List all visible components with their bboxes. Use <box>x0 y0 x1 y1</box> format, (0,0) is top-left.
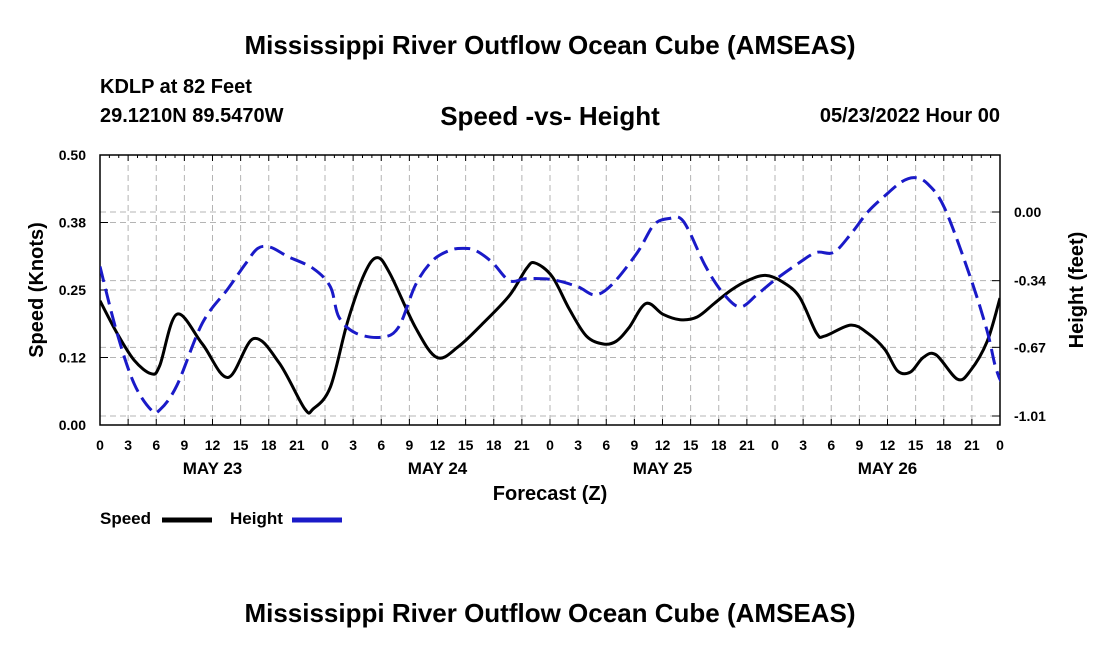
station-coordinates: 29.1210N 89.5470W <box>100 105 284 127</box>
x-tick-label: 0 <box>96 437 104 453</box>
x-tick-label: 6 <box>602 437 610 453</box>
speed-series-line <box>100 256 1000 415</box>
x-tick-label: 18 <box>936 437 952 453</box>
x-tick-label: 6 <box>377 437 385 453</box>
y-left-tick-label: 0.12 <box>59 350 86 366</box>
x-tick-label: 15 <box>908 437 924 453</box>
y-right-tick-label: -0.67 <box>1014 339 1046 355</box>
legend-height-label: Height <box>230 509 283 528</box>
chart-main-title: Mississippi River Outflow Ocean Cube (AM… <box>244 30 856 60</box>
x-tick-label: 0 <box>546 437 554 453</box>
x-tick-label: 12 <box>880 437 896 453</box>
y-right-tick-label: 0.00 <box>1014 204 1041 220</box>
x-tick-label: 0 <box>771 437 779 453</box>
grid <box>100 155 1000 425</box>
x-tick-label: 9 <box>405 437 413 453</box>
y-axis-right-label: Height (feet) <box>1066 232 1088 349</box>
date-label: MAY 24 <box>408 459 468 478</box>
x-tick-label: 0 <box>321 437 329 453</box>
y-right-tick-label: -0.34 <box>1014 273 1046 289</box>
x-tick-label: 3 <box>574 437 582 453</box>
date-label: MAY 26 <box>858 459 918 478</box>
x-tick-label: 15 <box>683 437 699 453</box>
second-chart-title: Mississippi River Outflow Ocean Cube (AM… <box>244 598 856 628</box>
y-left-tick-label: 0.00 <box>59 417 86 433</box>
x-tick-label: 18 <box>486 437 502 453</box>
x-tick-label: 12 <box>205 437 221 453</box>
x-tick-label: 21 <box>964 437 980 453</box>
station-label: KDLP at 82 Feet <box>100 76 252 98</box>
x-tick-label: 0 <box>996 437 1004 453</box>
legend-speed-label: Speed <box>100 509 152 528</box>
x-axis-label: Forecast (Z) <box>493 483 607 505</box>
x-tick-label: 12 <box>430 437 446 453</box>
plot-frame <box>99 154 1001 426</box>
x-tick-label: 15 <box>458 437 474 453</box>
x-tick-label: 21 <box>514 437 530 453</box>
date-label: MAY 25 <box>633 459 693 478</box>
y-left-tick-label: 0.25 <box>59 282 86 298</box>
speed-height-chart: 0 3 6 9 12 15 18 21 0 3 6 9 12 15 18 21 0 3 6 9 12 15 18 21 0 3 6 9… <box>26 147 1088 523</box>
y-left-tick-label: 0.50 <box>59 147 86 163</box>
x-tick-label: 18 <box>261 437 277 453</box>
x-tick-label: 9 <box>855 437 863 453</box>
x-tick-label: 6 <box>827 437 835 453</box>
x-tick-label: 9 <box>630 437 638 453</box>
y-right-tick-label: -1.01 <box>1014 408 1046 424</box>
forecast-datetime: 05/23/2022 Hour 00 <box>819 105 1000 127</box>
height-series-line <box>100 176 1000 415</box>
x-tick-label: 18 <box>711 437 727 453</box>
x-tick-label: 3 <box>349 437 357 453</box>
x-tick-label: 3 <box>799 437 807 453</box>
x-tick-label: 21 <box>739 437 755 453</box>
date-label: MAY 23 <box>183 459 243 478</box>
x-tick-label: 15 <box>233 437 249 453</box>
chart-subtitle: Speed -vs- Height <box>440 101 660 131</box>
x-tick-label: 9 <box>180 437 188 453</box>
axis-labels: 0 3 6 9 12 15 18 21 0 3 6 9 12 15 18 21 0 3 6 9 12 15 18 21 0 3 6 9… <box>59 147 1046 478</box>
x-tick-label: 3 <box>124 437 132 453</box>
x-tick-label: 21 <box>289 437 305 453</box>
series-lines <box>100 176 1000 415</box>
x-tick-label: 12 <box>655 437 671 453</box>
x-tick-label: 6 <box>152 437 160 453</box>
y-axis-left-label: Speed (Knots) <box>26 222 48 358</box>
y-left-tick-label: 0.38 <box>59 215 86 231</box>
